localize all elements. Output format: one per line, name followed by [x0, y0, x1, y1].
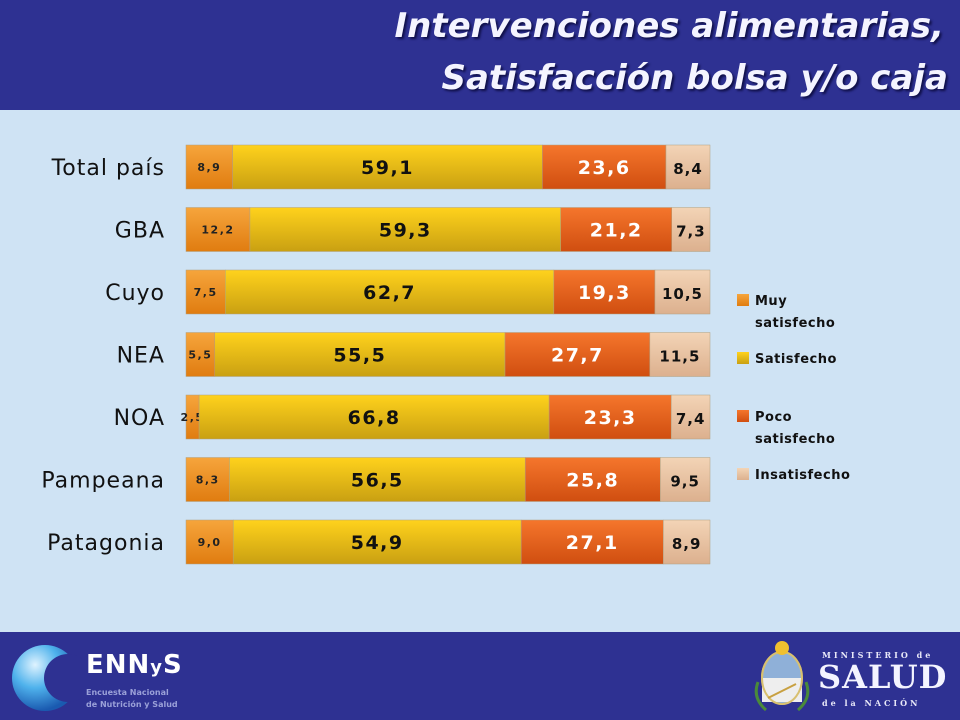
- category-label: NEA: [117, 344, 165, 369]
- bar-segment: [560, 207, 672, 252]
- bar-value-label: 25,8: [566, 470, 619, 492]
- legend-label: satisfecho: [755, 432, 835, 447]
- bar-segment: [649, 332, 711, 377]
- footer-bar: ENNyS Encuesta Nacional de Nutrición y S…: [0, 632, 960, 720]
- bar-segment: [185, 519, 234, 565]
- bar-value-label: 5,5: [188, 349, 212, 362]
- ministerio-text: MINISTERIO de: [822, 650, 934, 660]
- bar-value-label: 7,4: [676, 410, 706, 428]
- ennys-wordmark: ENNyS: [86, 650, 183, 680]
- legend: Muy satisfecho Satisfecho Poco satisfecho Ins…: [737, 294, 850, 483]
- category-label: GBA: [115, 219, 165, 244]
- bar-value-label: 23,6: [578, 157, 631, 179]
- bar-segment: [663, 519, 711, 565]
- bar-value-label: 56,5: [351, 470, 404, 492]
- bar-value-label: 8,9: [672, 535, 702, 553]
- bars-group: 8,9 59,1 23,6 8,4 12,2 59,3 21,2 7,3 7,5 62,7 19,3…: [181, 144, 711, 565]
- bar-value-label: 11,5: [659, 348, 700, 366]
- bar-value-label: 55,5: [333, 345, 386, 367]
- bar-value-label: 7,3: [676, 223, 706, 241]
- ministerio-salud-logo: MINISTERIO de SALUD de la NACIÓN: [752, 638, 952, 716]
- bar-segment: [665, 144, 711, 190]
- bar-segment: [520, 519, 664, 565]
- category-label: Patagonia: [47, 531, 165, 556]
- bar-value-label: 19,3: [578, 282, 631, 304]
- bar-segment: [214, 332, 506, 377]
- bar-value-label: 62,7: [363, 282, 416, 304]
- bar-segment: [654, 269, 711, 315]
- salud-text: SALUD: [818, 658, 948, 696]
- bar-value-label: 2,5: [181, 411, 205, 424]
- bar-segment: [198, 394, 550, 440]
- bar-value-label: 8,3: [196, 474, 220, 487]
- legend-label: Poco: [755, 410, 792, 425]
- bar-value-label: 27,7: [551, 345, 604, 367]
- stacked-bar-chart: 8,9 59,1 23,6 8,4 12,2 59,3 21,2 7,3 7,5 62,7 19,3…: [41, 144, 850, 565]
- bar-segment: [185, 207, 251, 252]
- bar-segment: [185, 332, 216, 377]
- legend-label: Muy: [755, 294, 787, 309]
- bar-value-label: 8,4: [673, 160, 703, 178]
- ennys-sphere-icon: [12, 645, 92, 711]
- bar-value-label: 10,5: [662, 285, 703, 303]
- legend-swatch: [737, 352, 749, 364]
- bar-segment: [232, 144, 543, 190]
- bar-value-label: 21,2: [590, 220, 643, 242]
- legend-swatch: [737, 294, 749, 306]
- bar-segment: [504, 332, 651, 377]
- category-label: Cuyo: [105, 281, 165, 306]
- legend-swatch: [737, 468, 749, 480]
- category-label: Pampeana: [41, 469, 165, 494]
- ennys-logo: ENNyS Encuesta Nacional de Nutrición y S…: [12, 640, 202, 714]
- category-labels: Total país GBA Cuyo NEA NOA Pampeana Patagonia: [41, 156, 165, 556]
- bar-value-label: 7,5: [194, 286, 218, 299]
- bar-segment: [185, 144, 233, 190]
- ennys-subtitle-2: de Nutrición y Salud: [86, 700, 178, 709]
- bar-value-label: 54,9: [351, 532, 404, 554]
- bar-segment: [548, 394, 672, 440]
- bar-segment: [660, 457, 711, 502]
- legend-label: satisfecho: [755, 316, 835, 331]
- bar-value-label: 23,3: [584, 407, 637, 429]
- coat-of-arms-icon: [754, 641, 810, 712]
- bar-value-label: 59,3: [379, 220, 432, 242]
- header-bar: Intervenciones alimentarias, Satisfacció…: [0, 0, 960, 110]
- bar-value-label: 9,5: [670, 473, 700, 491]
- legend-label: Satisfecho: [755, 352, 837, 367]
- title-line-2: Satisfacción bolsa y/o caja: [441, 58, 948, 98]
- bar-segment: [185, 269, 226, 315]
- category-label: NOA: [114, 406, 165, 431]
- legend-swatch: [737, 410, 749, 422]
- ennys-subtitle-1: Encuesta Nacional: [86, 688, 169, 697]
- bar-segment: [225, 269, 555, 315]
- bar-value-label: 66,8: [348, 407, 401, 429]
- bar-value-label: 27,1: [566, 532, 619, 554]
- bar-segment: [232, 519, 522, 565]
- bar-value-label: 59,1: [361, 157, 414, 179]
- bar-segment: [542, 144, 667, 190]
- bar-value-label: 12,2: [201, 224, 234, 237]
- bar-segment: [671, 207, 711, 252]
- bar-segment: [524, 457, 661, 502]
- nacion-text: de la NACIÓN: [822, 698, 921, 708]
- legend-label: Insatisfecho: [755, 468, 850, 483]
- bar-segment: [249, 207, 561, 252]
- title-line-1: Intervenciones alimentarias,: [394, 6, 944, 46]
- bar-value-label: 8,9: [197, 161, 221, 174]
- bar-segment: [670, 394, 711, 440]
- category-label: Total país: [51, 156, 165, 181]
- bar-value-label: 9,0: [198, 536, 222, 549]
- bar-segment: [185, 457, 230, 502]
